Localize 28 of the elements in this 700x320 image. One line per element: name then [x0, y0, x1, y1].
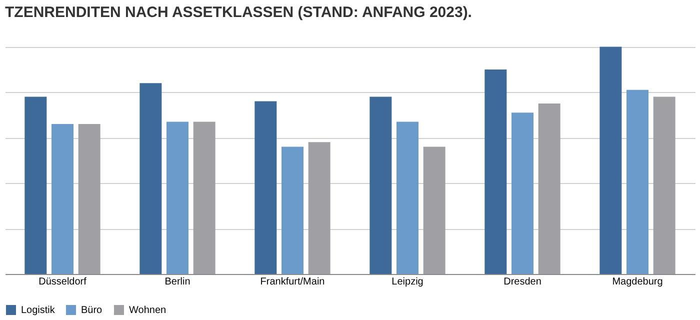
bar	[24, 96, 47, 274]
bar	[396, 122, 418, 274]
bar	[193, 122, 216, 274]
x-tick-label: Berlin	[164, 276, 190, 288]
chart-title: TZENRENDITEN NACH ASSETKLASSEN (STAND: ANFANG 2023).	[5, 4, 472, 21]
bar	[78, 124, 100, 274]
bar	[538, 104, 560, 274]
bar	[140, 83, 162, 274]
bar	[653, 96, 676, 274]
bar	[600, 46, 622, 274]
bar	[254, 101, 277, 274]
bar	[370, 96, 392, 274]
legend-label: Logistik	[21, 305, 56, 316]
bar	[626, 90, 648, 274]
bar	[52, 124, 74, 274]
legend-label: Büro	[81, 305, 103, 316]
x-tick-label: Düsseldorf	[38, 276, 87, 288]
bar	[308, 142, 330, 274]
x-tick-label: Frankfurt/Main	[260, 276, 325, 288]
bar	[512, 112, 534, 274]
bar	[166, 122, 188, 274]
x-tick-label: Dresden	[504, 276, 542, 288]
x-tick-label: Magdeburg	[612, 276, 663, 288]
x-tick-label: Leipzig	[392, 276, 424, 288]
bar	[484, 69, 507, 274]
legend-label: Wohnen	[129, 305, 166, 316]
bar	[282, 146, 304, 274]
bar	[423, 146, 446, 274]
